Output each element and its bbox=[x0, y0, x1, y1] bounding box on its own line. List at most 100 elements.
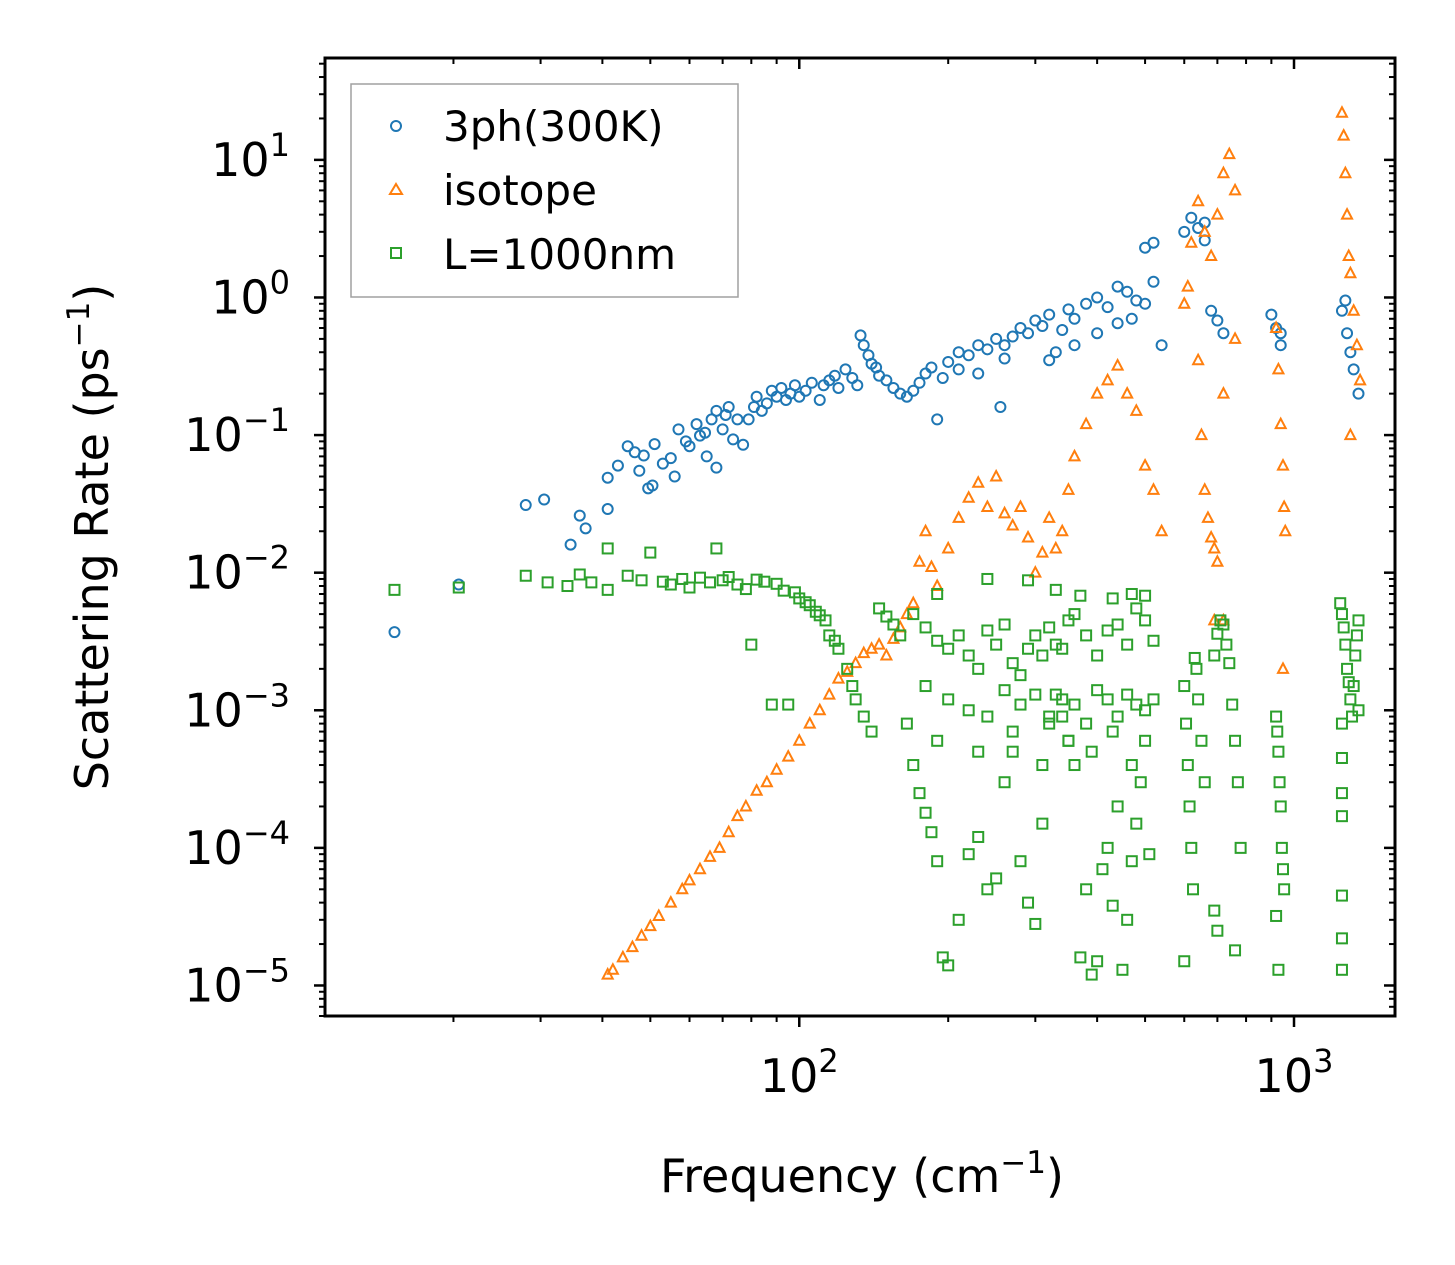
data-point-l1000nm bbox=[1350, 629, 1363, 642]
data-point-3ph bbox=[1265, 308, 1278, 321]
data-point-isotope bbox=[1055, 523, 1069, 537]
data-point-l1000nm bbox=[1091, 649, 1104, 662]
data-point-isotope bbox=[1228, 331, 1242, 344]
data-point-3ph bbox=[894, 387, 907, 400]
data-point-l1000nm bbox=[1111, 710, 1124, 723]
data-point-l1000nm bbox=[1029, 688, 1042, 701]
data-point-l1000nm bbox=[1226, 698, 1239, 711]
data-point-3ph bbox=[1006, 330, 1019, 343]
data-point-l1000nm bbox=[1270, 909, 1283, 922]
data-point-isotope bbox=[1146, 482, 1161, 495]
data-point-3ph bbox=[760, 397, 773, 410]
data-point-3ph bbox=[722, 400, 735, 413]
legend-label-isotope: isotope bbox=[443, 166, 597, 215]
data-point-3ph bbox=[857, 339, 870, 352]
data-point-3ph bbox=[1049, 346, 1062, 359]
data-point-3ph bbox=[1043, 308, 1056, 321]
data-point-3ph bbox=[388, 626, 401, 639]
data-point-3ph bbox=[668, 470, 681, 483]
data-point-l1000nm bbox=[1125, 759, 1138, 772]
data-point-isotope bbox=[918, 523, 933, 537]
data-point-l1000nm bbox=[962, 704, 975, 717]
data-point-3ph bbox=[1139, 241, 1152, 254]
data-point-l1000nm bbox=[1056, 710, 1069, 723]
data-point-l1000nm bbox=[1022, 574, 1035, 587]
data-point-l1000nm bbox=[1347, 680, 1360, 693]
data-point-l1000nm bbox=[1341, 662, 1354, 675]
data-point-l1000nm bbox=[1147, 634, 1160, 647]
data-point-l1000nm bbox=[1080, 629, 1093, 642]
data-point-isotope bbox=[1204, 248, 1218, 262]
data-point-l1000nm bbox=[1080, 717, 1093, 730]
data-point-l1000nm bbox=[1276, 863, 1289, 876]
data-point-l1000nm bbox=[745, 638, 758, 651]
data-point-isotope bbox=[1337, 127, 1351, 141]
data-point-3ph bbox=[601, 471, 614, 484]
data-point-3ph bbox=[994, 400, 1007, 413]
data-point-isotope bbox=[1343, 427, 1358, 441]
data-point-l1000nm bbox=[952, 629, 965, 642]
data-point-3ph bbox=[700, 450, 713, 463]
data-point-isotope bbox=[900, 606, 914, 620]
data-point-isotope bbox=[1338, 165, 1353, 179]
data-point-l1000nm bbox=[1130, 602, 1143, 615]
data-point-3ph bbox=[538, 493, 551, 506]
data-point-l1000nm bbox=[1036, 649, 1049, 662]
data-point-l1000nm bbox=[865, 725, 878, 738]
data-point-3ph bbox=[1211, 314, 1224, 327]
data-point-l1000nm bbox=[1335, 787, 1348, 800]
data-point-l1000nm bbox=[1335, 717, 1348, 730]
data-point-l1000nm bbox=[793, 592, 806, 605]
data-point-isotope bbox=[879, 647, 894, 661]
data-point-l1000nm bbox=[1335, 810, 1348, 823]
data-point-3ph bbox=[737, 438, 750, 451]
data-point-l1000nm bbox=[1192, 693, 1205, 706]
data-point-l1000nm bbox=[981, 572, 994, 585]
data-point-l1000nm bbox=[1091, 684, 1104, 697]
data-point-3ph bbox=[699, 426, 712, 439]
data-point-isotope bbox=[1277, 499, 1291, 513]
data-point-isotope bbox=[1210, 554, 1225, 567]
data-point-3ph bbox=[1274, 339, 1287, 352]
data-point-isotope bbox=[1191, 352, 1205, 366]
data-point-3ph bbox=[1125, 312, 1138, 325]
data-point-l1000nm bbox=[1271, 725, 1284, 738]
data-point-isotope bbox=[1129, 403, 1143, 416]
data-point-l1000nm bbox=[849, 693, 862, 706]
data-point-l1000nm bbox=[1337, 621, 1350, 634]
y-axis-ticks: 101 100 10−1 10−2 10−3 10−4 10−5 bbox=[184, 62, 1395, 1017]
data-point-3ph bbox=[1056, 324, 1069, 337]
data-point-l1000nm bbox=[1335, 963, 1348, 976]
data-point-isotope bbox=[1276, 661, 1290, 674]
data-point-3ph bbox=[1205, 304, 1218, 317]
y-tick-label: 10−3 bbox=[184, 676, 290, 737]
data-point-3ph bbox=[1339, 294, 1352, 307]
data-point-l1000nm bbox=[1006, 745, 1019, 758]
data-point-isotope bbox=[712, 840, 727, 853]
data-point-l1000nm bbox=[388, 583, 401, 596]
data-point-l1000nm bbox=[1106, 592, 1119, 605]
data-point-isotope bbox=[703, 849, 717, 862]
data-point-l1000nm bbox=[1195, 734, 1208, 747]
data-point-isotope bbox=[1042, 510, 1056, 523]
data-point-l1000nm bbox=[1049, 583, 1062, 596]
data-point-3ph bbox=[1036, 320, 1049, 333]
data-point-l1000nm bbox=[1096, 863, 1109, 876]
data-point-l1000nm bbox=[1121, 913, 1134, 926]
data-point-l1000nm bbox=[952, 913, 965, 926]
data-point-l1000nm bbox=[1211, 627, 1224, 640]
data-point-l1000nm bbox=[857, 710, 870, 723]
data-point-3ph bbox=[1080, 297, 1093, 310]
data-point-isotope bbox=[997, 505, 1012, 519]
data-point-l1000nm bbox=[1101, 841, 1114, 854]
data-point-l1000nm bbox=[1272, 963, 1285, 976]
data-point-3ph bbox=[690, 418, 703, 431]
data-point-3ph bbox=[1347, 363, 1360, 376]
data-point-isotope bbox=[739, 798, 753, 812]
data-point-isotope bbox=[1353, 372, 1367, 386]
data-point-3ph bbox=[839, 363, 852, 376]
data-point-l1000nm bbox=[1056, 642, 1069, 655]
data-point-l1000nm bbox=[981, 710, 994, 723]
data-point-isotope bbox=[1191, 193, 1205, 207]
data-point-l1000nm bbox=[1231, 776, 1244, 789]
